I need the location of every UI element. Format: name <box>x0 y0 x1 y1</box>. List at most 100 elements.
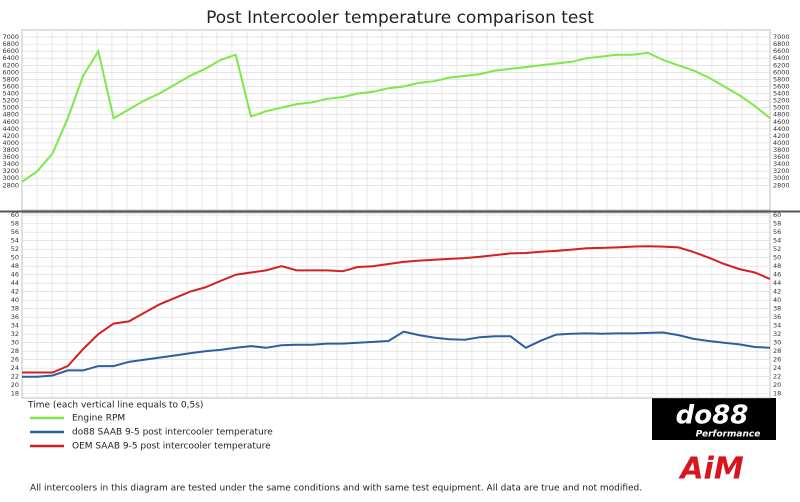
aim-logo: AiM <box>678 452 744 487</box>
y-tick-label: 60 <box>11 211 19 219</box>
plot-area <box>21 29 771 211</box>
y-tick-label: 3400 <box>2 160 19 168</box>
y2-tick-label: 34 <box>773 322 781 330</box>
y2-tick-label: 26 <box>773 356 781 364</box>
chart-title: Post Intercooler temperature comparison … <box>206 8 594 28</box>
y-tick-label: 4200 <box>2 132 19 140</box>
y-tick-label: 7000 <box>2 33 19 41</box>
y2-tick-label: 5800 <box>773 75 790 83</box>
legend-label: do88 SAAB 9-5 post intercooler temperatu… <box>72 428 273 438</box>
y-tick-label: 48 <box>11 262 19 270</box>
y2-tick-label: 38 <box>773 305 781 313</box>
y2-tick-label: 5000 <box>773 104 790 112</box>
y2-tick-label: 20 <box>773 381 781 389</box>
y-tick-label: 18 <box>11 390 19 398</box>
y2-tick-label: 6600 <box>773 47 790 55</box>
legend-label: Engine RPM <box>72 414 125 424</box>
y-tick-label: 44 <box>11 279 19 287</box>
y2-tick-label: 6200 <box>773 61 790 69</box>
y-tick-label: 50 <box>11 254 19 262</box>
y-tick-label: 56 <box>11 228 19 236</box>
y-tick-label: 38 <box>11 305 19 313</box>
y-tick-label: 4000 <box>2 139 19 147</box>
y2-tick-label: 40 <box>773 296 781 304</box>
y2-tick-label: 4200 <box>773 132 790 140</box>
y2-tick-label: 5400 <box>773 90 790 98</box>
y2-tick-label: 28 <box>773 347 781 355</box>
y-tick-label: 32 <box>11 330 19 338</box>
y-tick-label: 52 <box>11 245 19 253</box>
do88-logo-box <box>652 398 776 440</box>
y-tick-label: 42 <box>11 288 19 296</box>
y2-tick-label: 48 <box>773 262 781 270</box>
y-tick-label: 28 <box>11 347 19 355</box>
data-line <box>22 330 771 378</box>
y2-tick-label: 3400 <box>773 160 790 168</box>
y2-tick-label: 5600 <box>773 82 790 90</box>
do88-logo-sub: Performance <box>696 430 761 440</box>
y-tick-label: 5000 <box>2 104 19 112</box>
y2-tick-label: 56 <box>773 228 781 236</box>
y-tick-label: 36 <box>11 313 19 321</box>
y-tick-label: 34 <box>11 322 19 330</box>
y-tick-label: 4600 <box>2 118 19 126</box>
y2-tick-label: 58 <box>773 220 781 228</box>
y-tick-label: 3000 <box>2 174 19 182</box>
y-tick-label: 58 <box>11 220 19 228</box>
y2-tick-label: 6400 <box>773 54 790 62</box>
y2-tick-label: 6000 <box>773 68 790 76</box>
y-tick-label: 30 <box>11 339 19 347</box>
y2-tick-label: 46 <box>773 271 781 279</box>
y-tick-label: 6800 <box>2 40 19 48</box>
y-tick-label: 3800 <box>2 146 19 154</box>
y-tick-label: 6200 <box>2 61 19 69</box>
y2-tick-label: 60 <box>773 211 781 219</box>
y-tick-label: 6400 <box>2 54 19 62</box>
y2-tick-label: 4000 <box>773 139 790 147</box>
y-tick-label: 5200 <box>2 97 19 105</box>
y2-tick-label: 3200 <box>773 167 790 175</box>
y2-tick-label: 36 <box>773 313 781 321</box>
y2-tick-label: 44 <box>773 279 781 287</box>
data-line <box>21 48 771 183</box>
y-tick-label: 22 <box>11 373 19 381</box>
y-tick-label: 26 <box>11 356 19 364</box>
y2-tick-label: 3800 <box>773 146 790 154</box>
y-tick-label: 5600 <box>2 82 19 90</box>
y2-tick-label: 4800 <box>773 111 790 119</box>
footer-note: All intercoolers in this diagram are tes… <box>30 484 642 494</box>
x-axis-label: Time (each vertical line equals to 0,5s) <box>27 401 203 411</box>
y2-tick-label: 42 <box>773 288 781 296</box>
y-tick-label: 20 <box>11 381 19 389</box>
y-tick-label: 6600 <box>2 47 19 55</box>
do88-logo: do88 <box>676 401 749 431</box>
y2-tick-label: 24 <box>773 364 781 372</box>
y-tick-label: 5800 <box>2 75 19 83</box>
y-tick-label: 24 <box>11 364 19 372</box>
y-tick-label: 2800 <box>2 181 19 189</box>
y-tick-label: 54 <box>11 237 19 245</box>
y2-tick-label: 18 <box>773 390 781 398</box>
y2-tick-label: 2800 <box>773 181 790 189</box>
legend-label: OEM SAAB 9-5 post intercooler temperatur… <box>72 442 271 452</box>
y-tick-label: 5400 <box>2 90 19 98</box>
y2-tick-label: 32 <box>773 330 781 338</box>
y2-tick-label: 52 <box>773 245 781 253</box>
y2-tick-label: 22 <box>773 373 781 381</box>
y2-tick-label: 6800 <box>773 40 790 48</box>
y2-tick-label: 4600 <box>773 118 790 126</box>
y2-tick-label: 7000 <box>773 33 790 41</box>
y-tick-label: 4800 <box>2 111 19 119</box>
y-tick-label: 3600 <box>2 153 19 161</box>
y-tick-label: 40 <box>11 296 19 304</box>
y2-tick-label: 4400 <box>773 125 790 133</box>
y2-tick-label: 30 <box>773 339 781 347</box>
y2-tick-label: 3000 <box>773 174 790 182</box>
y2-tick-label: 54 <box>773 237 781 245</box>
y-tick-label: 6000 <box>2 68 19 76</box>
data-line <box>22 245 771 374</box>
y-tick-label: 3200 <box>2 167 19 175</box>
y2-tick-label: 5200 <box>773 97 790 105</box>
